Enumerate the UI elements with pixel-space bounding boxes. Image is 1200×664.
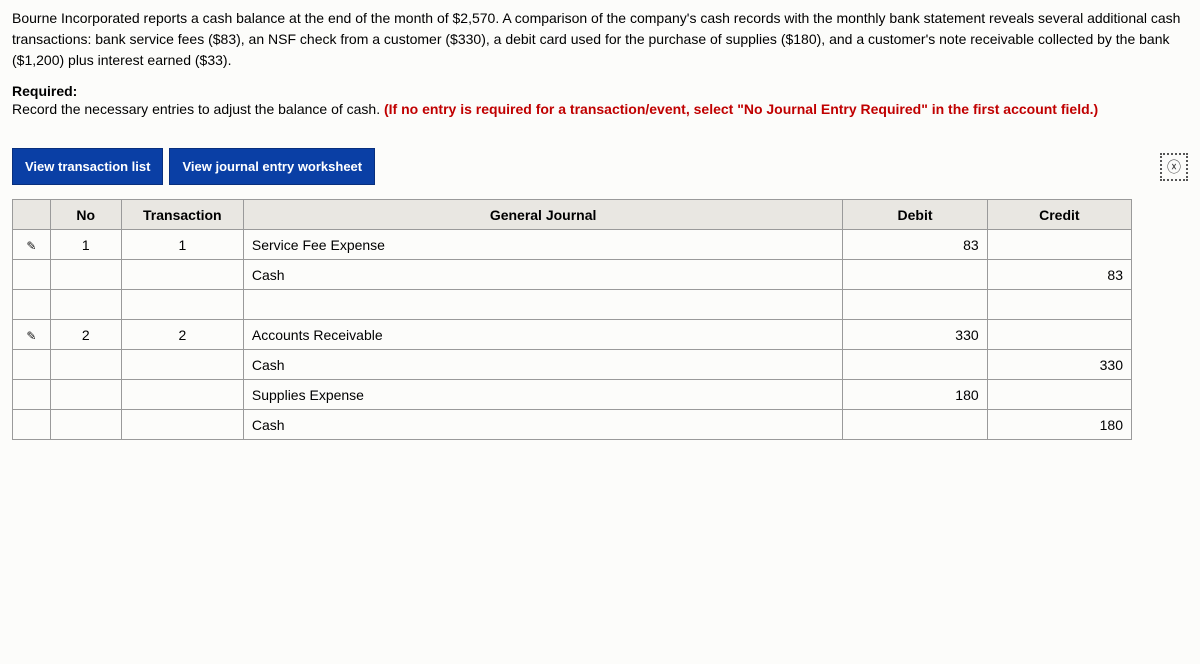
cell-credit[interactable] bbox=[987, 320, 1131, 350]
table-row: Cash 83 bbox=[13, 260, 1132, 290]
cell-credit[interactable]: 330 bbox=[987, 350, 1131, 380]
cell-debit[interactable] bbox=[843, 260, 987, 290]
cell-no bbox=[50, 410, 121, 440]
header-general-journal: General Journal bbox=[243, 200, 842, 230]
header-credit: Credit bbox=[987, 200, 1131, 230]
table-row: Cash 180 bbox=[13, 410, 1132, 440]
cell-transaction bbox=[121, 350, 243, 380]
cell-transaction: 1 bbox=[121, 230, 243, 260]
edit-cell bbox=[13, 350, 51, 380]
spacer-cell bbox=[843, 290, 987, 320]
cell-account[interactable]: Cash bbox=[243, 410, 842, 440]
cell-credit[interactable] bbox=[987, 230, 1131, 260]
tab-bar: View transaction list View journal entry… bbox=[12, 148, 1188, 185]
cell-transaction: 2 bbox=[121, 320, 243, 350]
cell-no bbox=[50, 260, 121, 290]
pencil-icon[interactable]: ✎ bbox=[26, 329, 36, 343]
header-transaction: Transaction bbox=[121, 200, 243, 230]
cell-account[interactable]: Cash bbox=[243, 350, 842, 380]
tab-view-journal-entry-worksheet[interactable]: View journal entry worksheet bbox=[169, 148, 375, 185]
required-text-red: (If no entry is required for a transacti… bbox=[384, 101, 1098, 117]
header-debit: Debit bbox=[843, 200, 987, 230]
spacer-cell bbox=[243, 290, 842, 320]
tab-view-transaction-list[interactable]: View transaction list bbox=[12, 148, 163, 185]
cell-account[interactable]: Accounts Receivable bbox=[243, 320, 842, 350]
table-row: Supplies Expense180 bbox=[13, 380, 1132, 410]
journal-table: No Transaction General Journal Debit Cre… bbox=[12, 199, 1132, 440]
edit-cell bbox=[13, 380, 51, 410]
pencil-icon[interactable]: ✎ bbox=[26, 239, 36, 253]
required-text-plain: Record the necessary entries to adjust t… bbox=[12, 101, 384, 117]
cell-debit[interactable] bbox=[843, 350, 987, 380]
spacer-cell bbox=[987, 290, 1131, 320]
edit-cell bbox=[13, 410, 51, 440]
table-row bbox=[13, 290, 1132, 320]
cell-credit[interactable]: 180 bbox=[987, 410, 1131, 440]
table-header-row: No Transaction General Journal Debit Cre… bbox=[13, 200, 1132, 230]
cell-transaction bbox=[121, 380, 243, 410]
close-icon[interactable]: ⓧ bbox=[1160, 153, 1188, 181]
table-row: ✎22Accounts Receivable330 bbox=[13, 320, 1132, 350]
cell-credit[interactable]: 83 bbox=[987, 260, 1131, 290]
cell-no bbox=[50, 350, 121, 380]
cell-credit[interactable] bbox=[987, 380, 1131, 410]
header-edit bbox=[13, 200, 51, 230]
edit-cell[interactable]: ✎ bbox=[13, 230, 51, 260]
cell-debit[interactable]: 180 bbox=[843, 380, 987, 410]
cell-debit[interactable]: 83 bbox=[843, 230, 987, 260]
header-no: No bbox=[50, 200, 121, 230]
required-instructions: Record the necessary entries to adjust t… bbox=[12, 99, 1188, 120]
cell-account[interactable]: Service Fee Expense bbox=[243, 230, 842, 260]
required-label: Required: bbox=[12, 83, 1188, 99]
edit-cell[interactable]: ✎ bbox=[13, 320, 51, 350]
table-row: ✎11Service Fee Expense83 bbox=[13, 230, 1132, 260]
problem-description: Bourne Incorporated reports a cash balan… bbox=[12, 8, 1188, 71]
cell-no: 2 bbox=[50, 320, 121, 350]
cell-no bbox=[50, 380, 121, 410]
cell-no: 1 bbox=[50, 230, 121, 260]
cell-account[interactable]: Supplies Expense bbox=[243, 380, 842, 410]
cell-transaction bbox=[121, 260, 243, 290]
table-row: Cash 330 bbox=[13, 350, 1132, 380]
cell-debit[interactable]: 330 bbox=[843, 320, 987, 350]
cell-transaction bbox=[121, 410, 243, 440]
edit-cell bbox=[13, 260, 51, 290]
spacer-cell bbox=[121, 290, 243, 320]
spacer-cell bbox=[13, 290, 51, 320]
cell-account[interactable]: Cash bbox=[243, 260, 842, 290]
spacer-cell bbox=[50, 290, 121, 320]
cell-debit[interactable] bbox=[843, 410, 987, 440]
